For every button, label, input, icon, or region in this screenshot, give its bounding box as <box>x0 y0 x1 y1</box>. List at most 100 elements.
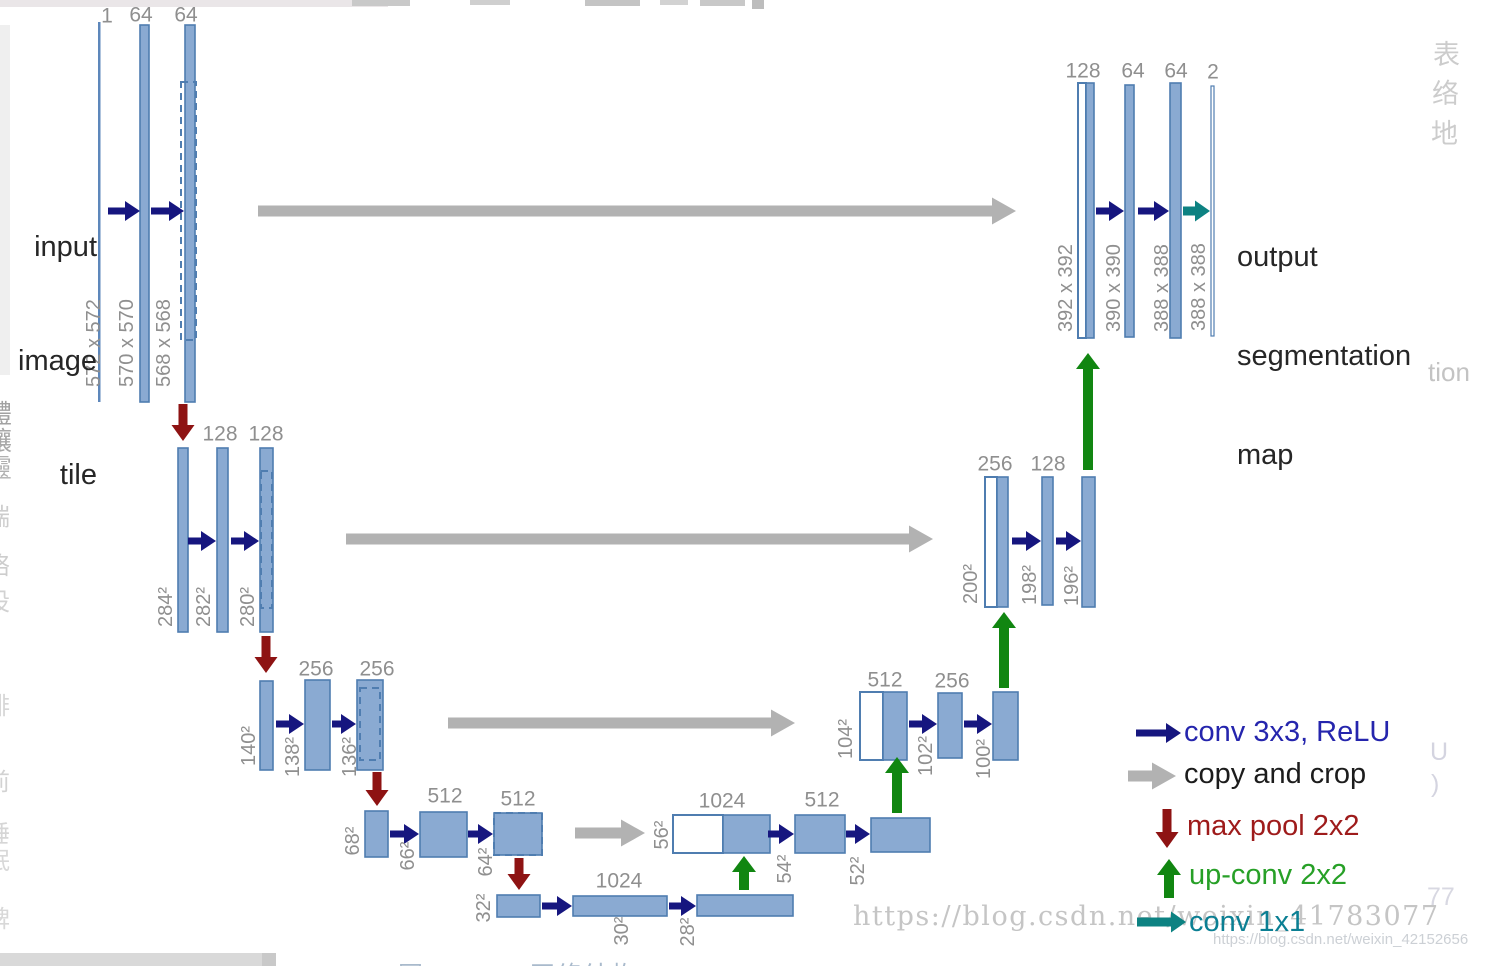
legend-up-conv-2x2-arrow <box>1157 859 1181 898</box>
copied-feature-map-box <box>1077 82 1087 339</box>
screen-artifact <box>585 0 640 6</box>
conv-3x3-arrow <box>108 201 140 221</box>
channel-count-label: 512 <box>804 789 839 812</box>
dimension-label: 136² <box>339 737 361 777</box>
dimension-label: 66² <box>397 841 419 870</box>
feature-map-box <box>1085 82 1095 339</box>
feature-map-box <box>364 810 389 858</box>
watermark-url-small: https://blog.csdn.net/weixin_42152656 <box>1213 931 1469 948</box>
copy-and-crop-arrow <box>346 525 933 553</box>
crop-region-outline <box>359 687 381 761</box>
dimension-label: 198² <box>1019 565 1041 605</box>
channel-count-label: 512 <box>427 785 462 808</box>
two-channel-line <box>1210 85 1215 337</box>
screen-artifact <box>352 0 410 6</box>
dimension-label: 138² <box>282 737 304 777</box>
channel-count-label: 1024 <box>596 870 643 893</box>
legend-copy-and-crop-arrow <box>1128 762 1176 790</box>
feature-map-box <box>304 679 331 771</box>
feature-map-box <box>259 680 274 771</box>
screen-artifact <box>660 0 688 5</box>
channel-count-label: 128 <box>1030 453 1065 476</box>
copy-and-crop-arrow <box>575 819 645 847</box>
screen-artifact <box>752 0 764 9</box>
dimension-label: 568 x 568 <box>153 299 175 387</box>
crop-region-outline <box>260 470 273 609</box>
dimension-label: 30² <box>611 916 633 945</box>
up-conv-arrow <box>732 856 756 890</box>
conv-3x3-arrow <box>542 896 572 916</box>
feature-map-box <box>1081 476 1096 608</box>
left-edge-ghost-text: 靈 <box>0 448 12 485</box>
dimension-label: 104² <box>835 719 857 759</box>
feature-map-box <box>259 447 274 633</box>
dimension-label: 280² <box>237 587 259 627</box>
left-edge-ghost-text: 络 <box>0 546 10 581</box>
conv-3x3-arrow <box>188 531 216 551</box>
right-edge-ghost-text: ) <box>1431 770 1440 798</box>
output-label-line2: segmentation <box>1237 340 1412 372</box>
max-pool-arrow <box>254 636 278 673</box>
legend-conv-1x1-arrow <box>1137 911 1186 933</box>
conv-3x3-arrow <box>468 824 493 844</box>
conv-3x3-arrow <box>231 531 259 551</box>
dimension-label: 196² <box>1061 566 1083 606</box>
max-pool-arrow <box>507 858 531 890</box>
input-label-line3: tile <box>59 459 97 491</box>
channel-count-label: 64 <box>1164 60 1188 83</box>
dimension-label: 52² <box>847 856 869 885</box>
conv-3x3-arrow <box>151 201 184 221</box>
screen-artifact <box>470 0 510 5</box>
dimension-label: 388 x 388 <box>1188 243 1210 331</box>
legend-copy-crop-label: copy and crop <box>1184 758 1367 790</box>
up-conv-arrow <box>1076 353 1100 470</box>
dimension-label: 200² <box>960 564 982 604</box>
feature-map-box <box>722 814 771 854</box>
conv-3x3-arrow <box>909 714 937 734</box>
max-pool-arrow <box>365 772 389 806</box>
channel-count-label: 256 <box>298 658 333 681</box>
feature-map-box <box>572 895 668 917</box>
dimension-label: 282² <box>193 587 215 627</box>
copy-and-crop-arrow <box>448 709 795 737</box>
dimension-label: 100² <box>973 739 995 779</box>
screen-artifact <box>262 953 276 966</box>
watermark-url-large: https://blog.csdn.net/weixin_41783077 <box>853 901 1440 932</box>
feature-map-box <box>1169 82 1182 339</box>
feature-map-box <box>992 691 1019 761</box>
dimension-label: 570 x 570 <box>116 299 138 387</box>
dimension-label: 54² <box>774 854 796 883</box>
dimension-label: 56² <box>651 820 673 849</box>
dimension-label: 64² <box>475 847 497 876</box>
channel-count-label: 128 <box>1065 60 1100 83</box>
conv-3x3-arrow <box>390 824 419 844</box>
legend-max-pool-2x2-arrow <box>1155 809 1179 848</box>
channel-count-label: 128 <box>202 423 237 446</box>
right-edge-ghost-text: 地 <box>1431 119 1458 149</box>
crop-region-outline <box>493 812 543 856</box>
feature-map-box <box>1041 476 1054 606</box>
conv-3x3-arrow <box>768 824 794 844</box>
screen-artifact <box>0 25 10 375</box>
left-edge-ghost-text: 體 <box>0 394 12 431</box>
max-pool-arrow <box>171 404 195 441</box>
crop-region-outline <box>180 81 197 341</box>
conv-3x3-arrow <box>332 714 356 734</box>
feature-map-box <box>216 447 229 633</box>
dimension-label: 388 x 388 <box>1151 244 1173 332</box>
conv-3x3-arrow <box>1056 531 1081 551</box>
dimension-label: 32² <box>473 893 495 922</box>
screen-artifact <box>700 0 745 6</box>
copied-feature-map-box <box>672 814 724 854</box>
legend-conv-3x3-relu-arrow <box>1136 723 1181 743</box>
dimension-label: 140² <box>238 726 260 766</box>
right-edge-ghost-text: 表 <box>1433 40 1460 70</box>
input-label-line1: input <box>34 231 97 263</box>
channel-count-label: 2 <box>1207 61 1219 84</box>
dimension-label: 28² <box>677 917 699 946</box>
conv-1x1-arrow <box>1183 200 1210 222</box>
screen-artifact <box>0 953 276 966</box>
channel-count-label: 1 <box>101 5 113 28</box>
channel-count-label: 128 <box>248 423 283 446</box>
